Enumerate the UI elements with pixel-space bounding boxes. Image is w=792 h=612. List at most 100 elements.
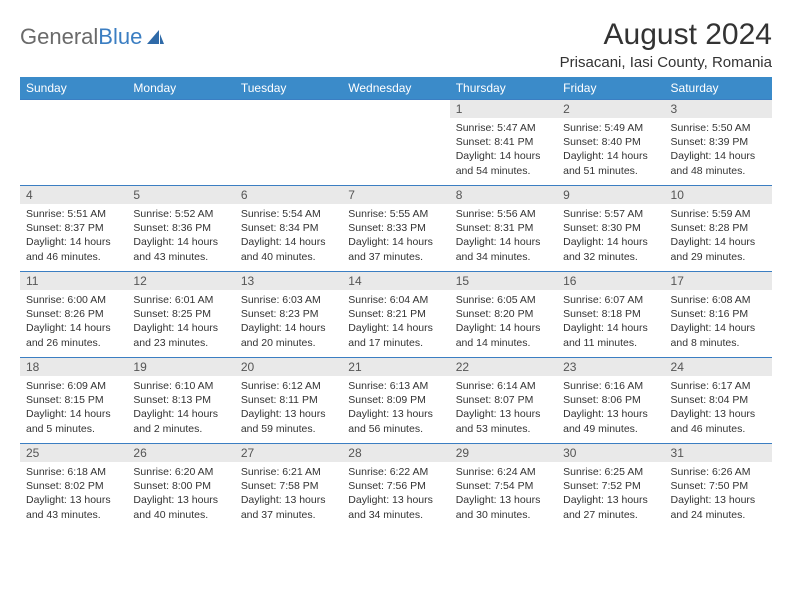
sunset-line: Sunset: 8:34 PM <box>241 221 336 235</box>
day-number: 7 <box>342 186 449 204</box>
sunrise-line: Sunrise: 6:00 AM <box>26 293 121 307</box>
day-cell: 3Sunrise: 5:50 AMSunset: 8:39 PMDaylight… <box>665 99 772 185</box>
sunset-line: Sunset: 8:11 PM <box>241 393 336 407</box>
daylight-line: Daylight: 14 hours and 51 minutes. <box>563 149 658 177</box>
daylight-line: Daylight: 14 hours and 37 minutes. <box>348 235 443 263</box>
day-number: 20 <box>235 358 342 376</box>
day-body: Sunrise: 6:14 AMSunset: 8:07 PMDaylight:… <box>450 376 557 440</box>
calendar: SundayMondayTuesdayWednesdayThursdayFrid… <box>20 77 772 529</box>
day-body: Sunrise: 6:20 AMSunset: 8:00 PMDaylight:… <box>127 462 234 526</box>
sunrise-line: Sunrise: 6:03 AM <box>241 293 336 307</box>
sunrise-line: Sunrise: 6:13 AM <box>348 379 443 393</box>
daylight-line: Daylight: 13 hours and 43 minutes. <box>26 493 121 521</box>
sunrise-line: Sunrise: 6:18 AM <box>26 465 121 479</box>
daylight-line: Daylight: 14 hours and 43 minutes. <box>133 235 228 263</box>
sunset-line: Sunset: 8:40 PM <box>563 135 658 149</box>
sunset-line: Sunset: 7:54 PM <box>456 479 551 493</box>
daylight-line: Daylight: 14 hours and 40 minutes. <box>241 235 336 263</box>
day-body: Sunrise: 5:51 AMSunset: 8:37 PMDaylight:… <box>20 204 127 268</box>
title-block: August 2024 Prisacani, Iasi County, Roma… <box>560 18 772 71</box>
daylight-line: Daylight: 14 hours and 26 minutes. <box>26 321 121 349</box>
day-number: 4 <box>20 186 127 204</box>
sunset-line: Sunset: 8:41 PM <box>456 135 551 149</box>
day-number: 6 <box>235 186 342 204</box>
sunrise-line: Sunrise: 6:07 AM <box>563 293 658 307</box>
empty-day-cell <box>20 99 127 185</box>
sunrise-line: Sunrise: 6:24 AM <box>456 465 551 479</box>
day-cell: 22Sunrise: 6:14 AMSunset: 8:07 PMDayligh… <box>450 357 557 443</box>
sunset-line: Sunset: 8:25 PM <box>133 307 228 321</box>
day-body: Sunrise: 6:05 AMSunset: 8:20 PMDaylight:… <box>450 290 557 354</box>
sunset-line: Sunset: 8:02 PM <box>26 479 121 493</box>
brand-logo: GeneralBlue <box>20 18 165 50</box>
day-body: Sunrise: 5:56 AMSunset: 8:31 PMDaylight:… <box>450 204 557 268</box>
dayofweek-cell: Friday <box>557 77 664 99</box>
sunset-line: Sunset: 8:37 PM <box>26 221 121 235</box>
day-cell: 20Sunrise: 6:12 AMSunset: 8:11 PMDayligh… <box>235 357 342 443</box>
day-body: Sunrise: 6:26 AMSunset: 7:50 PMDaylight:… <box>665 462 772 526</box>
daylight-line: Daylight: 14 hours and 20 minutes. <box>241 321 336 349</box>
empty-day-cell <box>342 99 449 185</box>
day-cell: 15Sunrise: 6:05 AMSunset: 8:20 PMDayligh… <box>450 271 557 357</box>
sunrise-line: Sunrise: 6:17 AM <box>671 379 766 393</box>
day-number: 21 <box>342 358 449 376</box>
daylight-line: Daylight: 14 hours and 23 minutes. <box>133 321 228 349</box>
week-row: 18Sunrise: 6:09 AMSunset: 8:15 PMDayligh… <box>20 357 772 443</box>
day-cell: 9Sunrise: 5:57 AMSunset: 8:30 PMDaylight… <box>557 185 664 271</box>
daylight-line: Daylight: 14 hours and 2 minutes. <box>133 407 228 435</box>
daylight-line: Daylight: 14 hours and 34 minutes. <box>456 235 551 263</box>
daylight-line: Daylight: 13 hours and 53 minutes. <box>456 407 551 435</box>
sunrise-line: Sunrise: 5:52 AM <box>133 207 228 221</box>
sunrise-line: Sunrise: 6:16 AM <box>563 379 658 393</box>
day-number: 9 <box>557 186 664 204</box>
sunset-line: Sunset: 8:30 PM <box>563 221 658 235</box>
dayofweek-cell: Sunday <box>20 77 127 99</box>
sunrise-line: Sunrise: 6:20 AM <box>133 465 228 479</box>
day-body: Sunrise: 6:22 AMSunset: 7:56 PMDaylight:… <box>342 462 449 526</box>
sunrise-line: Sunrise: 6:04 AM <box>348 293 443 307</box>
week-row: 4Sunrise: 5:51 AMSunset: 8:37 PMDaylight… <box>20 185 772 271</box>
sunrise-line: Sunrise: 6:26 AM <box>671 465 766 479</box>
day-number: 30 <box>557 444 664 462</box>
week-row: 25Sunrise: 6:18 AMSunset: 8:02 PMDayligh… <box>20 443 772 529</box>
day-body: Sunrise: 5:47 AMSunset: 8:41 PMDaylight:… <box>450 118 557 182</box>
sunrise-line: Sunrise: 6:14 AM <box>456 379 551 393</box>
day-number: 11 <box>20 272 127 290</box>
dayofweek-cell: Saturday <box>665 77 772 99</box>
week-row: 1Sunrise: 5:47 AMSunset: 8:41 PMDaylight… <box>20 99 772 185</box>
sunset-line: Sunset: 7:50 PM <box>671 479 766 493</box>
sunset-line: Sunset: 7:58 PM <box>241 479 336 493</box>
daylight-line: Daylight: 13 hours and 46 minutes. <box>671 407 766 435</box>
day-number: 1 <box>450 100 557 118</box>
day-cell: 23Sunrise: 6:16 AMSunset: 8:06 PMDayligh… <box>557 357 664 443</box>
sunset-line: Sunset: 8:13 PM <box>133 393 228 407</box>
daylight-line: Daylight: 13 hours and 34 minutes. <box>348 493 443 521</box>
day-number: 29 <box>450 444 557 462</box>
sunset-line: Sunset: 7:52 PM <box>563 479 658 493</box>
day-body: Sunrise: 5:59 AMSunset: 8:28 PMDaylight:… <box>665 204 772 268</box>
day-number: 12 <box>127 272 234 290</box>
day-cell: 14Sunrise: 6:04 AMSunset: 8:21 PMDayligh… <box>342 271 449 357</box>
sunrise-line: Sunrise: 6:01 AM <box>133 293 228 307</box>
day-body: Sunrise: 6:07 AMSunset: 8:18 PMDaylight:… <box>557 290 664 354</box>
day-body: Sunrise: 6:01 AMSunset: 8:25 PMDaylight:… <box>127 290 234 354</box>
dayofweek-cell: Tuesday <box>235 77 342 99</box>
sunrise-line: Sunrise: 5:56 AM <box>456 207 551 221</box>
day-number: 24 <box>665 358 772 376</box>
page-title: August 2024 <box>560 18 772 52</box>
daylight-line: Daylight: 13 hours and 49 minutes. <box>563 407 658 435</box>
day-number: 25 <box>20 444 127 462</box>
sunset-line: Sunset: 8:00 PM <box>133 479 228 493</box>
day-cell: 6Sunrise: 5:54 AMSunset: 8:34 PMDaylight… <box>235 185 342 271</box>
empty-day-cell <box>235 99 342 185</box>
daylight-line: Daylight: 14 hours and 54 minutes. <box>456 149 551 177</box>
day-cell: 8Sunrise: 5:56 AMSunset: 8:31 PMDaylight… <box>450 185 557 271</box>
day-number: 27 <box>235 444 342 462</box>
dayofweek-row: SundayMondayTuesdayWednesdayThursdayFrid… <box>20 77 772 99</box>
sunset-line: Sunset: 8:06 PM <box>563 393 658 407</box>
day-number: 26 <box>127 444 234 462</box>
day-cell: 21Sunrise: 6:13 AMSunset: 8:09 PMDayligh… <box>342 357 449 443</box>
sunset-line: Sunset: 8:04 PM <box>671 393 766 407</box>
brand-part2: Blue <box>98 24 142 50</box>
day-body: Sunrise: 6:00 AMSunset: 8:26 PMDaylight:… <box>20 290 127 354</box>
